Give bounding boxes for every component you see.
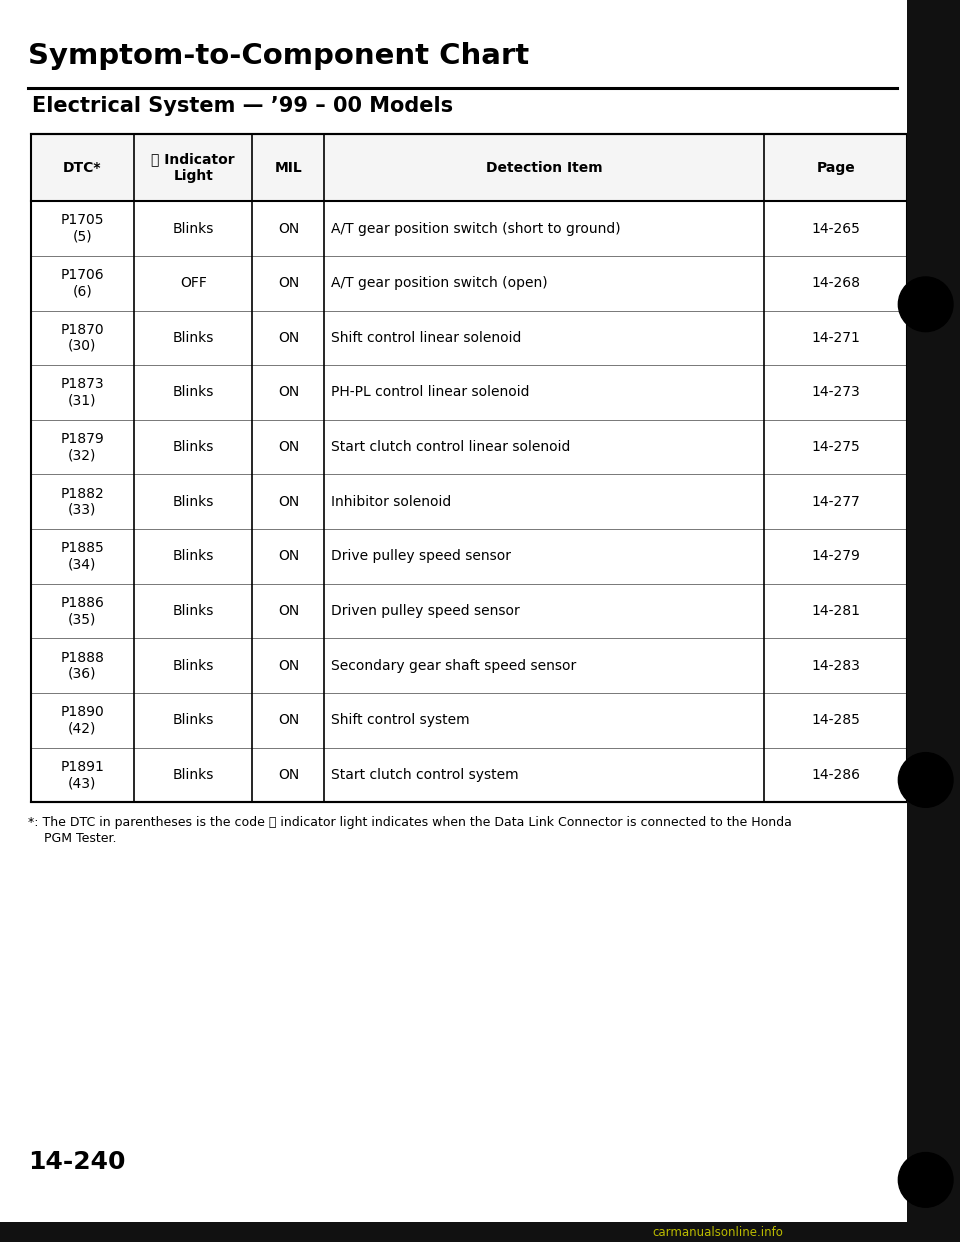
Text: Inhibitor solenoid: Inhibitor solenoid: [331, 494, 451, 509]
Text: Secondary gear shaft speed sensor: Secondary gear shaft speed sensor: [331, 658, 577, 673]
Text: Blinks: Blinks: [173, 658, 214, 673]
Text: Driven pulley speed sensor: Driven pulley speed sensor: [331, 604, 520, 619]
Text: A/T gear position switch (open): A/T gear position switch (open): [331, 276, 548, 291]
Circle shape: [899, 277, 953, 332]
Text: Blinks: Blinks: [173, 768, 214, 782]
Text: P1890
(42): P1890 (42): [60, 705, 105, 735]
Text: ON: ON: [277, 658, 299, 673]
Text: ON: ON: [277, 768, 299, 782]
Text: Shift control system: Shift control system: [331, 713, 470, 728]
Text: 14-265: 14-265: [811, 221, 860, 236]
Text: ON: ON: [277, 330, 299, 345]
Text: Symptom-to-Component Chart: Symptom-to-Component Chart: [28, 42, 529, 70]
Bar: [31, 134, 907, 201]
Text: Blinks: Blinks: [173, 713, 214, 728]
Text: 14-286: 14-286: [811, 768, 860, 782]
Text: 14-277: 14-277: [811, 494, 860, 509]
Text: 14-271: 14-271: [811, 330, 860, 345]
Text: *: The DTC in parentheses is the code ⓓ indicator light indicates when the Data : *: The DTC in parentheses is the code ⓓ …: [28, 816, 792, 830]
Text: ON: ON: [277, 221, 299, 236]
Text: ON: ON: [277, 385, 299, 400]
Text: Start clutch control linear solenoid: Start clutch control linear solenoid: [331, 440, 570, 455]
Text: A/T gear position switch (short to ground): A/T gear position switch (short to groun…: [331, 221, 621, 236]
Text: ON: ON: [277, 549, 299, 564]
Text: P1706
(6): P1706 (6): [60, 268, 105, 298]
Text: Shift control linear solenoid: Shift control linear solenoid: [331, 330, 521, 345]
Text: 14-281: 14-281: [811, 604, 860, 619]
Text: 14-273: 14-273: [811, 385, 860, 400]
Text: P1870
(30): P1870 (30): [60, 323, 105, 353]
Text: P1888
(36): P1888 (36): [60, 651, 105, 681]
Circle shape: [899, 753, 953, 807]
Text: ⓓ Indicator
Light: ⓓ Indicator Light: [152, 153, 235, 183]
Text: Blinks: Blinks: [173, 440, 214, 455]
Bar: [0, 1222, 960, 1242]
Text: P1879
(32): P1879 (32): [60, 432, 105, 462]
Circle shape: [899, 1153, 953, 1207]
Text: Page: Page: [816, 160, 855, 175]
Text: ON: ON: [277, 276, 299, 291]
Text: Blinks: Blinks: [173, 494, 214, 509]
Text: P1873
(31): P1873 (31): [60, 378, 105, 407]
Text: P1885
(34): P1885 (34): [60, 542, 105, 571]
Text: Blinks: Blinks: [173, 385, 214, 400]
Text: 14-268: 14-268: [811, 276, 860, 291]
Text: OFF: OFF: [180, 276, 206, 291]
Text: Blinks: Blinks: [173, 604, 214, 619]
Text: P1882
(33): P1882 (33): [60, 487, 105, 517]
Text: Detection Item: Detection Item: [486, 160, 603, 175]
Text: Drive pulley speed sensor: Drive pulley speed sensor: [331, 549, 512, 564]
Text: 14-283: 14-283: [811, 658, 860, 673]
Text: DTC*: DTC*: [63, 160, 102, 175]
Text: Blinks: Blinks: [173, 330, 214, 345]
Text: P1705
(5): P1705 (5): [60, 214, 105, 243]
Text: ON: ON: [277, 604, 299, 619]
Bar: [31, 134, 907, 802]
Text: 14-279: 14-279: [811, 549, 860, 564]
Text: 14-240: 14-240: [28, 1150, 126, 1174]
Text: PGM Tester.: PGM Tester.: [28, 832, 116, 846]
Text: Blinks: Blinks: [173, 221, 214, 236]
Text: ON: ON: [277, 440, 299, 455]
Text: Blinks: Blinks: [173, 549, 214, 564]
Text: carmanualsonline.info: carmanualsonline.info: [653, 1226, 783, 1238]
Text: P1886
(35): P1886 (35): [60, 596, 105, 626]
Text: ON: ON: [277, 713, 299, 728]
Text: ON: ON: [277, 494, 299, 509]
Text: 14-275: 14-275: [811, 440, 860, 455]
Text: PH-PL control linear solenoid: PH-PL control linear solenoid: [331, 385, 530, 400]
Bar: [907, 0, 960, 1242]
Text: Start clutch control system: Start clutch control system: [331, 768, 519, 782]
Text: Electrical System — ’99 – 00 Models: Electrical System — ’99 – 00 Models: [32, 96, 453, 116]
Text: MIL: MIL: [275, 160, 302, 175]
Text: P1891
(43): P1891 (43): [60, 760, 105, 790]
Text: 14-285: 14-285: [811, 713, 860, 728]
